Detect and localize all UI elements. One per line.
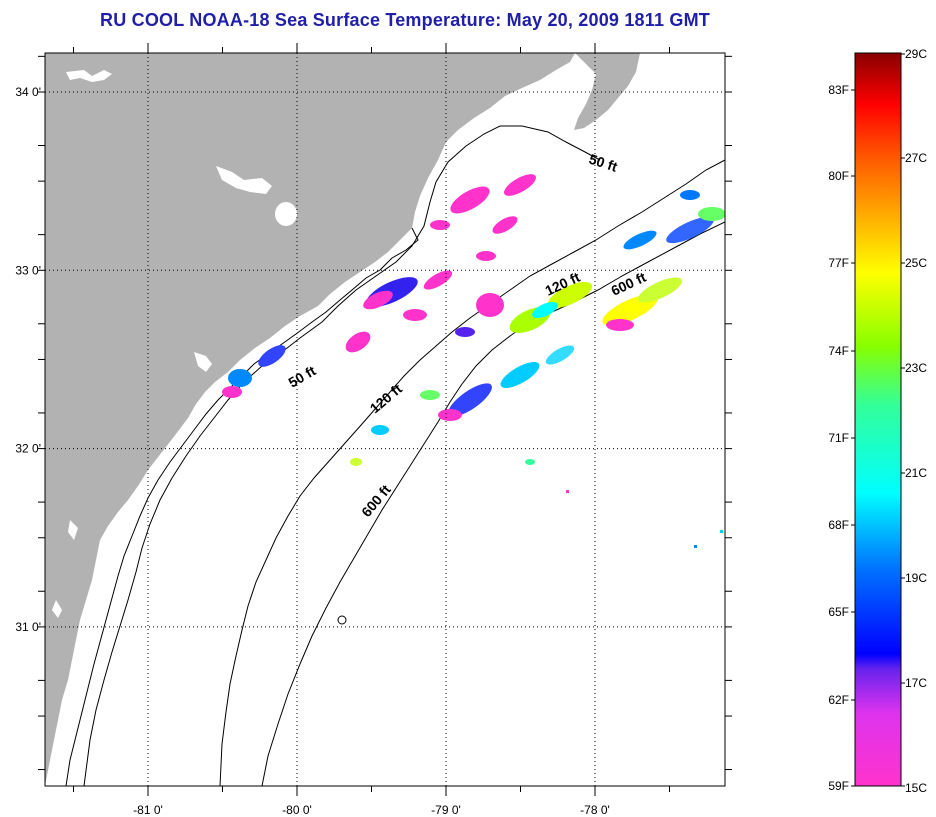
colorbar-labels: 83F 80F 77F 74F 71F 68F 65F 62F 59F 29C 27C 25C 23C 2… [828,47,927,795]
colorbar-c-label: 27C [905,151,927,165]
x-tick-label: -81 0' [133,803,163,817]
colorbar-f-label: 62F [828,693,849,707]
colorbar-c-label: 15C [905,781,927,795]
y-tick-label: 31 0' [15,620,41,634]
y-tick-label: 34 0' [15,85,41,99]
colorbar-f-label: 74F [828,344,849,358]
colorbar-f-label: 59F [828,779,849,793]
y-tick-label: 33 0' [15,263,41,277]
map-grid [45,53,725,786]
y-tick-label: 32 0' [15,442,41,456]
colorbar-gradient [854,52,902,787]
inland-lakes [52,70,297,618]
colorbar-c-label: 23C [905,361,927,375]
colorbar-f-label: 68F [828,518,849,532]
coastal-marsh-line [65,227,419,786]
contour-600ft [261,221,725,786]
x-tick-label: -79 0' [431,803,461,817]
colorbar: 83F 80F 77F 74F 71F 68F 65F 62F 59F 29C 27C 25C 23C 2… [828,47,927,795]
axis-ticks: -81 0' -80 0' -79 0' -78 0' 34 0' 33 0' 32 0' 3… [15,43,732,817]
contour-50ft [83,125,601,786]
land-mass [45,53,575,786]
map-panel: 50 ft 50 ft 120 ft 120 ft 600 ft 600 ft … [15,43,732,817]
sst-patches [222,174,725,548]
colorbar-c-label: 25C [905,256,927,270]
contour-120ft [219,159,725,786]
colorbar-f-label: 65F [828,605,849,619]
colorbar-c-label: 19C [905,571,927,585]
map-frame [44,52,726,787]
cape-land [574,53,640,130]
colorbar-f-label: 83F [828,83,849,97]
colorbar-c-label: 29C [905,47,927,61]
map-title: RU COOL NOAA-18 Sea Surface Temperature:… [100,10,710,30]
colorbar-c-label: 21C [905,466,927,480]
x-tick-label: -80 0' [282,803,312,817]
contour-600ft-seamount [337,615,347,625]
colorbar-f-label: 71F [828,431,849,445]
colorbar-c-label: 17C [905,676,927,690]
colorbar-f-label: 77F [828,256,849,270]
x-tick-label: -78 0' [580,803,610,817]
colorbar-f-label: 80F [828,169,849,183]
